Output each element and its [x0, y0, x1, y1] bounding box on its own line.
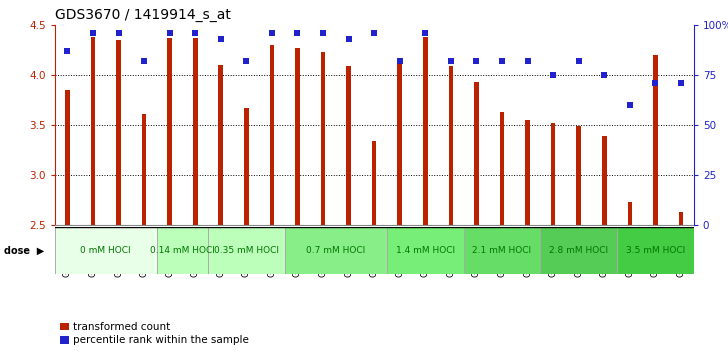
Point [164, 30, 175, 36]
Bar [244, 108, 249, 225]
Point [215, 36, 226, 42]
Point [598, 72, 610, 78]
Point [189, 30, 201, 36]
Point [113, 30, 124, 36]
Bar [577, 126, 581, 225]
Point [317, 30, 329, 36]
Bar [448, 66, 454, 225]
Point [343, 36, 355, 42]
Point [292, 30, 304, 36]
Point [547, 72, 559, 78]
Point [138, 58, 150, 64]
Bar [474, 82, 479, 225]
Bar [167, 38, 172, 225]
Point [394, 58, 405, 64]
Point [675, 80, 687, 86]
Text: 0 mM HOCl: 0 mM HOCl [80, 246, 131, 255]
Point [445, 58, 456, 64]
Bar [91, 37, 95, 225]
Bar [193, 38, 197, 225]
Text: 2.1 mM HOCl: 2.1 mM HOCl [472, 246, 531, 255]
Bar [540, 227, 617, 274]
Bar [269, 45, 274, 225]
Bar [157, 227, 208, 274]
Point [87, 30, 99, 36]
Bar [208, 227, 285, 274]
Bar [397, 60, 402, 225]
Point [419, 30, 431, 36]
Bar [295, 48, 300, 225]
Point [624, 102, 636, 108]
Point [649, 80, 661, 86]
Bar [285, 227, 387, 274]
Text: 0.7 mM HOCl: 0.7 mM HOCl [306, 246, 365, 255]
Bar [116, 40, 121, 225]
Bar [678, 212, 684, 225]
Bar [372, 141, 376, 225]
Text: 0.14 mM HOCl: 0.14 mM HOCl [150, 246, 215, 255]
Point [522, 58, 534, 64]
Legend: transformed count, percentile rank within the sample: transformed count, percentile rank withi… [60, 322, 249, 345]
Bar [55, 227, 157, 274]
Bar [142, 114, 146, 225]
Bar [347, 66, 351, 225]
Bar [602, 136, 606, 225]
Bar [423, 37, 427, 225]
Bar [653, 55, 657, 225]
Point [470, 58, 482, 64]
Point [573, 58, 585, 64]
Text: 3.5 mM HOCl: 3.5 mM HOCl [626, 246, 685, 255]
Text: GDS3670 / 1419914_s_at: GDS3670 / 1419914_s_at [55, 8, 231, 22]
Bar [464, 227, 540, 274]
Bar [387, 227, 464, 274]
Bar [526, 120, 530, 225]
Point [240, 58, 252, 64]
Bar [551, 123, 555, 225]
Bar [617, 227, 694, 274]
Text: 0.35 mM HOCl: 0.35 mM HOCl [214, 246, 279, 255]
Bar [628, 202, 632, 225]
Text: 1.4 mM HOCl: 1.4 mM HOCl [396, 246, 455, 255]
Bar [218, 65, 223, 225]
Point [496, 58, 508, 64]
Bar [499, 112, 505, 225]
Bar [65, 90, 70, 225]
Text: dose  ▶: dose ▶ [4, 245, 44, 256]
Text: 2.8 mM HOCl: 2.8 mM HOCl [549, 246, 609, 255]
Bar [321, 52, 325, 225]
Point [62, 48, 74, 53]
Point [368, 30, 380, 36]
Point [266, 30, 278, 36]
